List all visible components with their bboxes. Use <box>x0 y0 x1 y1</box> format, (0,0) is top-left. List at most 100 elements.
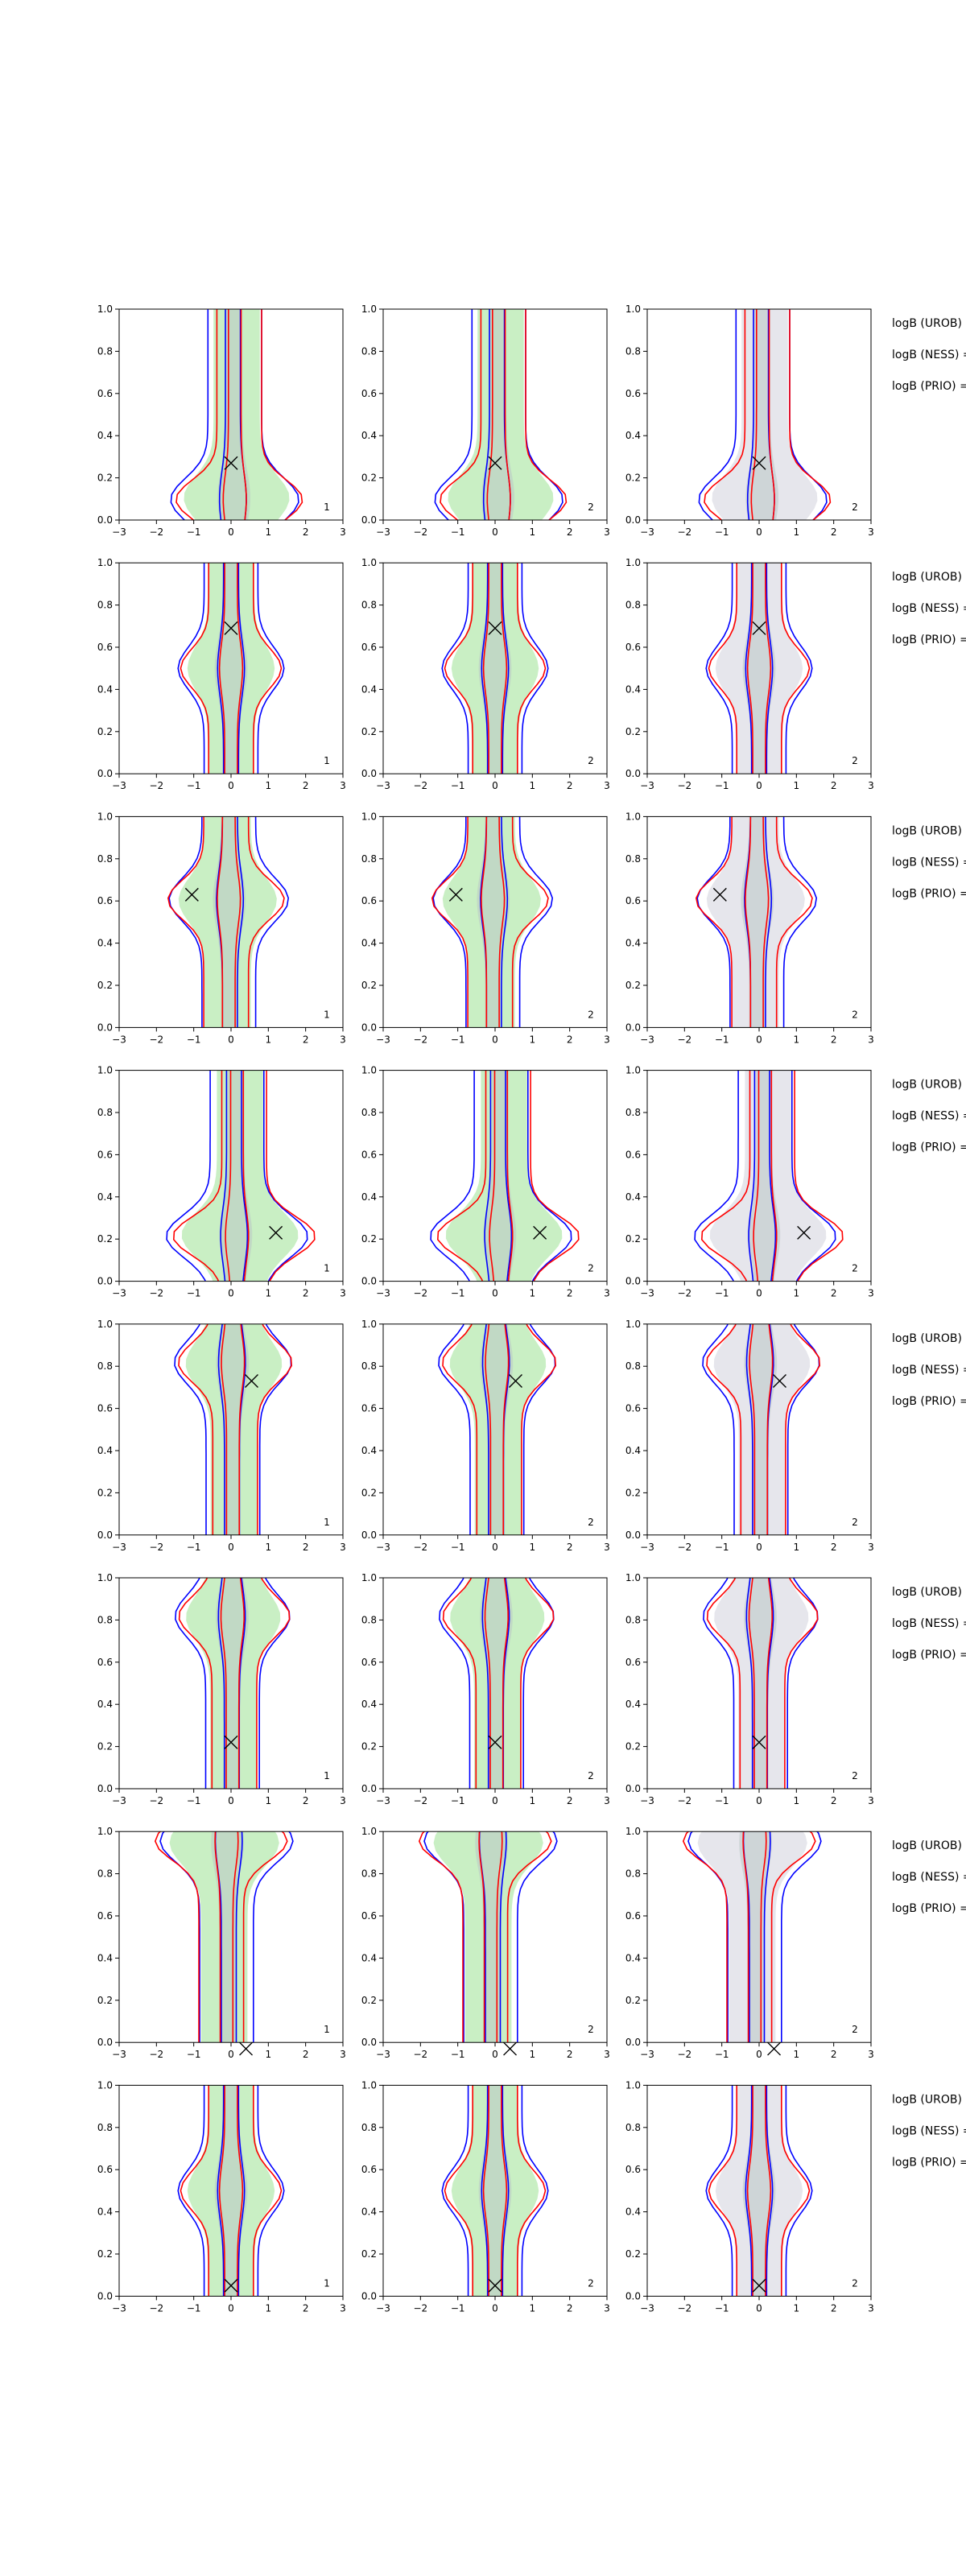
row-text-3: logB (PRIO) = <box>892 1141 966 1154</box>
y-tick-label: 0.8 <box>361 1107 377 1118</box>
contour-blue-inner <box>214 1831 243 2043</box>
y-tick-label: 1.0 <box>625 303 641 315</box>
x-tick-label: 0 <box>228 1542 234 1553</box>
x-tick-label: 0 <box>756 2049 762 2060</box>
x-tick-label: −2 <box>149 526 163 538</box>
marker-x <box>184 887 199 902</box>
row-text-2: logB (NESS) = <box>892 856 966 869</box>
contour-red-inner <box>486 309 511 520</box>
contour-blue-outer <box>441 2085 549 2297</box>
y-tick-label: 0.6 <box>361 2164 377 2175</box>
x-tick-label: 1 <box>266 1288 272 1299</box>
contour-red-outer <box>706 1323 821 1535</box>
y-tick-label: 0.4 <box>361 2207 377 2218</box>
x-tick-label: −1 <box>715 780 729 791</box>
x-tick-label: 1 <box>794 1288 800 1299</box>
x-tick-label: 1 <box>266 1034 272 1045</box>
x-tick-label: 0 <box>492 2302 498 2314</box>
y-tick-label: 0.2 <box>625 473 641 484</box>
x-tick-label: 0 <box>228 1288 234 1299</box>
x-tick-label: 2 <box>831 1288 837 1299</box>
marker-x <box>508 1374 522 1389</box>
x-tick-label: −2 <box>677 1795 691 1806</box>
marker-x <box>224 1735 238 1749</box>
x-tick-label: −1 <box>451 1034 465 1045</box>
contour-blue-outer <box>170 309 299 520</box>
y-tick-label: 0.8 <box>625 2122 641 2133</box>
x-tick-label: 0 <box>492 526 498 538</box>
y-tick-label: 0.6 <box>97 2164 113 2175</box>
panel-r6-c1: −3 −2 −1 0 1 2 3 0.0 0.2 0.4 0.6 0.8 1.0 1 <box>97 1572 346 1806</box>
x-tick-label: −2 <box>413 526 427 538</box>
y-tick-label: 0.8 <box>97 1868 113 1880</box>
contour-red-inner <box>221 1323 246 1535</box>
x-tick-label: 1 <box>530 780 536 791</box>
x-tick-label: 3 <box>868 1034 874 1045</box>
x-tick-label: −1 <box>715 1542 729 1553</box>
marker-x <box>488 621 502 635</box>
x-tick-label: 1 <box>266 1795 272 1806</box>
y-tick-label: 0.6 <box>625 1403 641 1414</box>
contour-red-inner <box>753 1070 778 1282</box>
row-text-2: logB (NESS) = <box>892 1364 966 1377</box>
x-tick-label: 0 <box>756 1795 762 1806</box>
x-tick-label: 1 <box>794 526 800 538</box>
x-tick-label: −2 <box>413 1795 427 1806</box>
y-tick-label: 0.8 <box>361 853 377 865</box>
x-tick-label: 3 <box>604 1542 610 1553</box>
panel-corner-label: 1 <box>324 1517 330 1528</box>
x-tick-label: −3 <box>112 2302 126 2314</box>
x-tick-label: −2 <box>677 780 691 791</box>
marker-x <box>488 456 502 470</box>
x-tick-label: −3 <box>640 1288 654 1299</box>
y-tick-label: 0.0 <box>625 1530 641 1541</box>
y-tick-label: 1.0 <box>361 1319 377 1330</box>
row-text-1: logB (UROB) = <box>892 1839 966 1852</box>
x-tick-label: 3 <box>868 2049 874 2060</box>
contour-blue-outer <box>430 1070 572 1282</box>
y-tick-label: 0.0 <box>97 768 113 779</box>
x-tick-label: −2 <box>149 1288 163 1299</box>
x-tick-label: −1 <box>715 1034 729 1045</box>
row-text-3: logB (PRIO) = <box>892 1395 966 1408</box>
marker-x <box>224 456 238 470</box>
y-tick-label: 0.8 <box>361 1868 377 1880</box>
x-tick-label: −3 <box>640 1542 654 1553</box>
marker-x <box>752 456 766 470</box>
y-tick-label: 1.0 <box>625 557 641 568</box>
x-tick-label: −3 <box>376 2049 390 2060</box>
x-tick-label: 2 <box>303 1795 309 1806</box>
contour-blue-inner <box>217 563 246 774</box>
y-tick-label: 0.0 <box>625 1783 641 1794</box>
panel-r7-c1: −3 −2 −1 0 1 2 3 0.0 0.2 0.4 0.6 0.8 1.0 1 <box>97 1826 346 2060</box>
y-tick-label: 0.6 <box>625 1657 641 1668</box>
marker-x <box>269 1225 283 1240</box>
panel-r4-c3: −3 −2 −1 0 1 2 3 0.0 0.2 0.4 0.6 0.8 1.0 2 <box>625 1065 874 1299</box>
y-tick-label: 1.0 <box>361 303 377 315</box>
x-tick-label: 0 <box>228 1795 234 1806</box>
panel-r5-c3: −3 −2 −1 0 1 2 3 0.0 0.2 0.4 0.6 0.8 1.0 2 <box>625 1319 874 1553</box>
contour-red-outer <box>704 309 832 520</box>
x-tick-label: 2 <box>567 2302 573 2314</box>
x-tick-label: 1 <box>266 780 272 791</box>
y-tick-label: 0.4 <box>361 683 377 695</box>
contour-blue-inner <box>217 2085 246 2297</box>
contour-red-inner <box>746 2085 772 2297</box>
panel-corner-label: 2 <box>588 1009 594 1020</box>
x-tick-label: 2 <box>567 1542 573 1553</box>
x-tick-label: −3 <box>640 526 654 538</box>
x-tick-label: −2 <box>677 2302 691 2314</box>
x-tick-label: −2 <box>413 2302 427 2314</box>
x-tick-label: −1 <box>187 2302 201 2314</box>
x-tick-label: −1 <box>451 2049 465 2060</box>
x-tick-label: 3 <box>340 1034 346 1045</box>
y-tick-label: 0.2 <box>97 1741 113 1752</box>
contour-blue-outer <box>432 816 554 1028</box>
y-tick-label: 0.8 <box>361 2122 377 2133</box>
x-tick-label: 1 <box>266 2049 272 2060</box>
y-tick-label: 0.4 <box>625 2207 641 2218</box>
x-tick-label: −1 <box>715 1288 729 1299</box>
y-tick-label: 0.4 <box>97 683 113 695</box>
y-tick-label: 0.8 <box>625 600 641 611</box>
